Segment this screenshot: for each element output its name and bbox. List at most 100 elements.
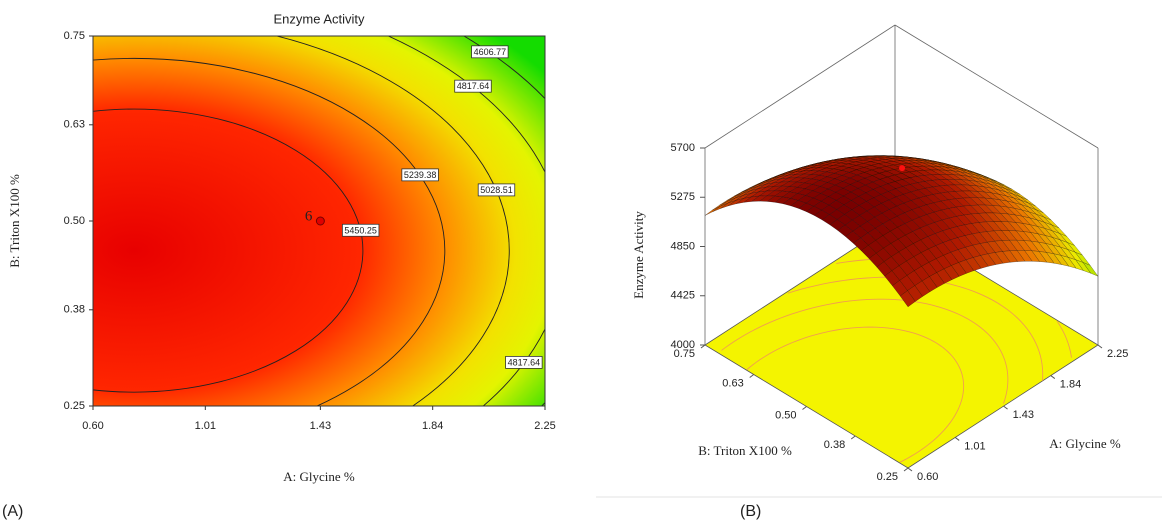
surface-patch xyxy=(947,198,965,208)
surface-patch xyxy=(920,236,937,250)
surface-patch xyxy=(757,178,773,186)
chart-title: Enzyme Activity xyxy=(273,11,365,26)
panel-label: (B) xyxy=(740,503,761,520)
surface-patch xyxy=(790,200,807,209)
surface-patch xyxy=(704,206,721,216)
x-tick-label: 1.84 xyxy=(1060,378,1081,390)
surface-patch xyxy=(919,224,936,237)
surface-patch xyxy=(976,191,993,200)
surface-patch xyxy=(736,196,752,205)
z-tick-label: 4425 xyxy=(671,290,695,302)
surface-patch xyxy=(920,248,937,263)
contour-label: 5239.38 xyxy=(404,170,437,180)
surface-patch xyxy=(980,253,997,267)
surface-patch xyxy=(848,169,866,176)
contour-label-box xyxy=(341,223,380,237)
contour-label: 5450.25 xyxy=(344,225,377,235)
surface-patch xyxy=(758,190,776,197)
surface-patch xyxy=(809,162,825,167)
surface-patch xyxy=(766,195,784,203)
surface-patch xyxy=(820,188,837,197)
y-tick xyxy=(802,406,807,410)
x-tick-label: 0.60 xyxy=(82,420,103,432)
design-point xyxy=(899,165,906,172)
surface xyxy=(704,155,1099,308)
surface-patch xyxy=(917,187,934,197)
contour-label: 4606.77 xyxy=(474,47,507,57)
surface-patch xyxy=(975,181,992,189)
surface-patch xyxy=(860,244,877,259)
surface-patch xyxy=(786,167,803,173)
surface-patch xyxy=(751,195,768,202)
surface-patch xyxy=(978,221,995,232)
surface-patch xyxy=(881,199,898,210)
surface-patch xyxy=(756,177,772,185)
z-tick-label: 5700 xyxy=(671,142,695,154)
surface-patch xyxy=(726,192,743,201)
surface-patch xyxy=(825,165,842,170)
surface-patch xyxy=(831,157,847,161)
y-tick-label: 0.50 xyxy=(775,409,796,421)
panel-label: (A) xyxy=(2,503,23,520)
surface-patch xyxy=(979,231,996,243)
surface-patch xyxy=(861,155,877,157)
surface-patch xyxy=(849,174,866,182)
surface-patch xyxy=(734,188,750,197)
y-tick-label: 0.50 xyxy=(64,215,85,227)
y-tick xyxy=(903,467,909,472)
surface-patch xyxy=(881,209,898,221)
surface-patch xyxy=(829,219,846,231)
surface-patch xyxy=(837,224,854,237)
surface-patch xyxy=(758,186,774,193)
x-tick-label: 1.84 xyxy=(422,420,443,432)
surface-patch xyxy=(763,174,780,182)
contour-line xyxy=(93,57,446,406)
contour-line xyxy=(93,108,364,393)
surface-patch xyxy=(878,158,894,163)
surface-patch xyxy=(947,191,964,200)
surface-patch xyxy=(849,180,867,189)
surface-patch xyxy=(879,176,896,185)
contour-label-box xyxy=(401,168,439,182)
surface-patch xyxy=(845,230,862,244)
contour-label-box xyxy=(505,356,543,369)
contour-label-box xyxy=(477,183,516,197)
y-tick-label: 0.75 xyxy=(64,30,85,42)
contour-label-box xyxy=(471,45,509,59)
surface-patch xyxy=(795,167,811,173)
surface-patch xyxy=(892,280,908,297)
surface-patch xyxy=(774,196,791,205)
surface-patch xyxy=(948,206,965,217)
surface-patch xyxy=(921,276,938,293)
surface-patch xyxy=(847,165,865,170)
y-tick-label: 0.75 xyxy=(674,348,695,360)
x-tick-label: 2.25 xyxy=(1107,348,1128,360)
surface-patch xyxy=(949,226,966,238)
surface-patch xyxy=(728,198,744,207)
surface-patch xyxy=(820,196,837,206)
y-tick xyxy=(749,374,755,378)
surface-patch xyxy=(741,184,757,193)
surface-patch xyxy=(780,181,798,187)
y-axis-title: B: Triton X100 % xyxy=(7,174,22,268)
surface-patch xyxy=(825,168,843,174)
surface-patch xyxy=(898,155,915,158)
contour-label: 4817.64 xyxy=(457,81,490,91)
surface-patch xyxy=(727,195,744,204)
surface-patch xyxy=(802,167,819,172)
surface-patch xyxy=(950,262,967,277)
surface-patch xyxy=(882,219,899,232)
x-axis-title: A: Glycine % xyxy=(1049,436,1121,451)
z-tick-label: 5275 xyxy=(671,191,695,203)
surface-patch xyxy=(883,256,900,272)
surface-patch xyxy=(1021,204,1037,215)
surface-patch xyxy=(855,157,871,161)
surface-patch xyxy=(851,205,868,216)
x-tick-label: 2.25 xyxy=(534,420,555,432)
contour-label: 5028.51 xyxy=(480,185,513,195)
surface-patch xyxy=(833,162,849,167)
surface-patch xyxy=(743,195,761,203)
surface-patch xyxy=(796,182,814,189)
surface-patch xyxy=(735,190,751,199)
